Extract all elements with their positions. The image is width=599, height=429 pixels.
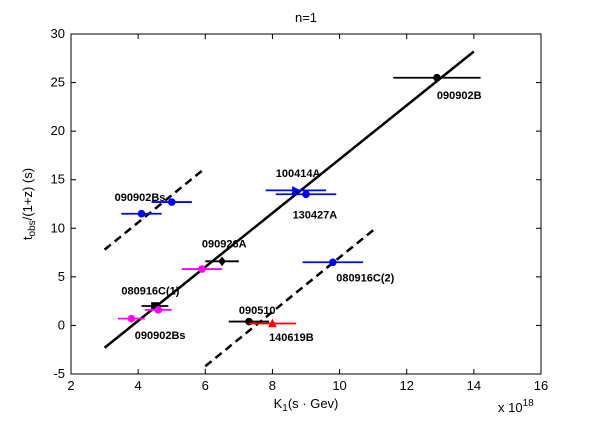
marker-circle	[433, 73, 441, 82]
marker-circle	[198, 265, 206, 273]
x-axis-label-rest: (s · Gev)	[288, 396, 339, 411]
data-point	[205, 256, 239, 267]
y-tick-label: 10	[51, 220, 65, 235]
data-point	[248, 318, 296, 328]
x-tick-label: 14	[467, 378, 481, 393]
y-axis-label-rest: /(1+z) (s)	[20, 168, 35, 220]
y-axis-label: tobs/(1+z) (s)	[20, 168, 38, 240]
point-label: 090926A	[202, 239, 247, 251]
marker-circle	[302, 190, 310, 199]
x-multiplier-exp: 18	[523, 398, 535, 409]
x-multiplier-base: x 10	[498, 400, 523, 415]
point-label: 090902Bs	[115, 192, 166, 204]
x-tick-label: 6	[202, 378, 209, 393]
marker-circle	[127, 314, 136, 323]
plot-area	[70, 33, 542, 375]
marker-circle	[154, 306, 163, 314]
x-axis-label-main: K	[274, 396, 283, 411]
point-label: 090902Bs	[135, 330, 186, 342]
y-tick-label: 5	[58, 269, 65, 284]
point-label: 100414A	[276, 168, 321, 180]
x-tick-label: 16	[534, 378, 548, 393]
data-point	[275, 190, 337, 199]
point-label: 080916C(2)	[336, 273, 394, 285]
marker-circle	[329, 258, 337, 267]
data-point	[265, 186, 327, 195]
y-tick-label: -5	[53, 366, 65, 381]
point-labels: 090902B 100414A 130427A 090902Bs 090926A 0809…	[115, 90, 482, 344]
y-axis-label-main: t	[20, 236, 35, 240]
point-label: 090510	[239, 305, 276, 317]
point-label: 140619B	[269, 332, 314, 344]
data-point	[302, 258, 364, 267]
marker-circle	[137, 209, 146, 218]
y-tick-label: 15	[51, 172, 65, 187]
data-point	[181, 265, 223, 273]
x-axis-label: K1(s · Gev)	[274, 396, 339, 414]
axis-ticks: 2 4 6 8 10 12 14 16 -5 0 5 10 15 20 25 30	[51, 26, 549, 393]
data-point	[393, 73, 481, 82]
x-axis-multiplier: x 1018	[498, 398, 534, 415]
line-lower-bound	[204, 229, 374, 368]
marker-circle	[167, 198, 176, 206]
fit-lines	[103, 50, 475, 368]
data-point	[118, 314, 145, 323]
marker-square	[151, 302, 159, 310]
point-label: 130427A	[293, 210, 338, 222]
line-upper-bound	[103, 167, 207, 251]
x-tick-label: 4	[135, 378, 142, 393]
y-tick-label: 20	[51, 123, 65, 138]
point-label: 080916C(1)	[121, 285, 179, 297]
marker-diamond	[218, 256, 226, 267]
marker-triangle-up	[268, 318, 277, 328]
data-point	[151, 198, 192, 206]
data-points	[118, 73, 481, 328]
data-point	[141, 302, 169, 310]
y-tick-label: 0	[58, 317, 65, 332]
x-tick-label: 8	[269, 378, 276, 393]
y-axis-label-sub: obs	[27, 220, 38, 236]
y-tick-label: 30	[51, 26, 65, 41]
x-tick-label: 2	[67, 378, 74, 393]
chart-title: n=1	[295, 10, 317, 25]
x-tick-label: 12	[399, 378, 413, 393]
marker-triangle-right	[292, 186, 301, 195]
x-axis-label-sub: 1	[282, 403, 288, 414]
point-label: 090902B	[437, 90, 482, 102]
data-point	[144, 306, 172, 314]
line-fit	[103, 50, 475, 349]
y-tick-label: 25	[51, 75, 65, 90]
data-point	[121, 209, 162, 218]
x-tick-label: 10	[332, 378, 346, 393]
